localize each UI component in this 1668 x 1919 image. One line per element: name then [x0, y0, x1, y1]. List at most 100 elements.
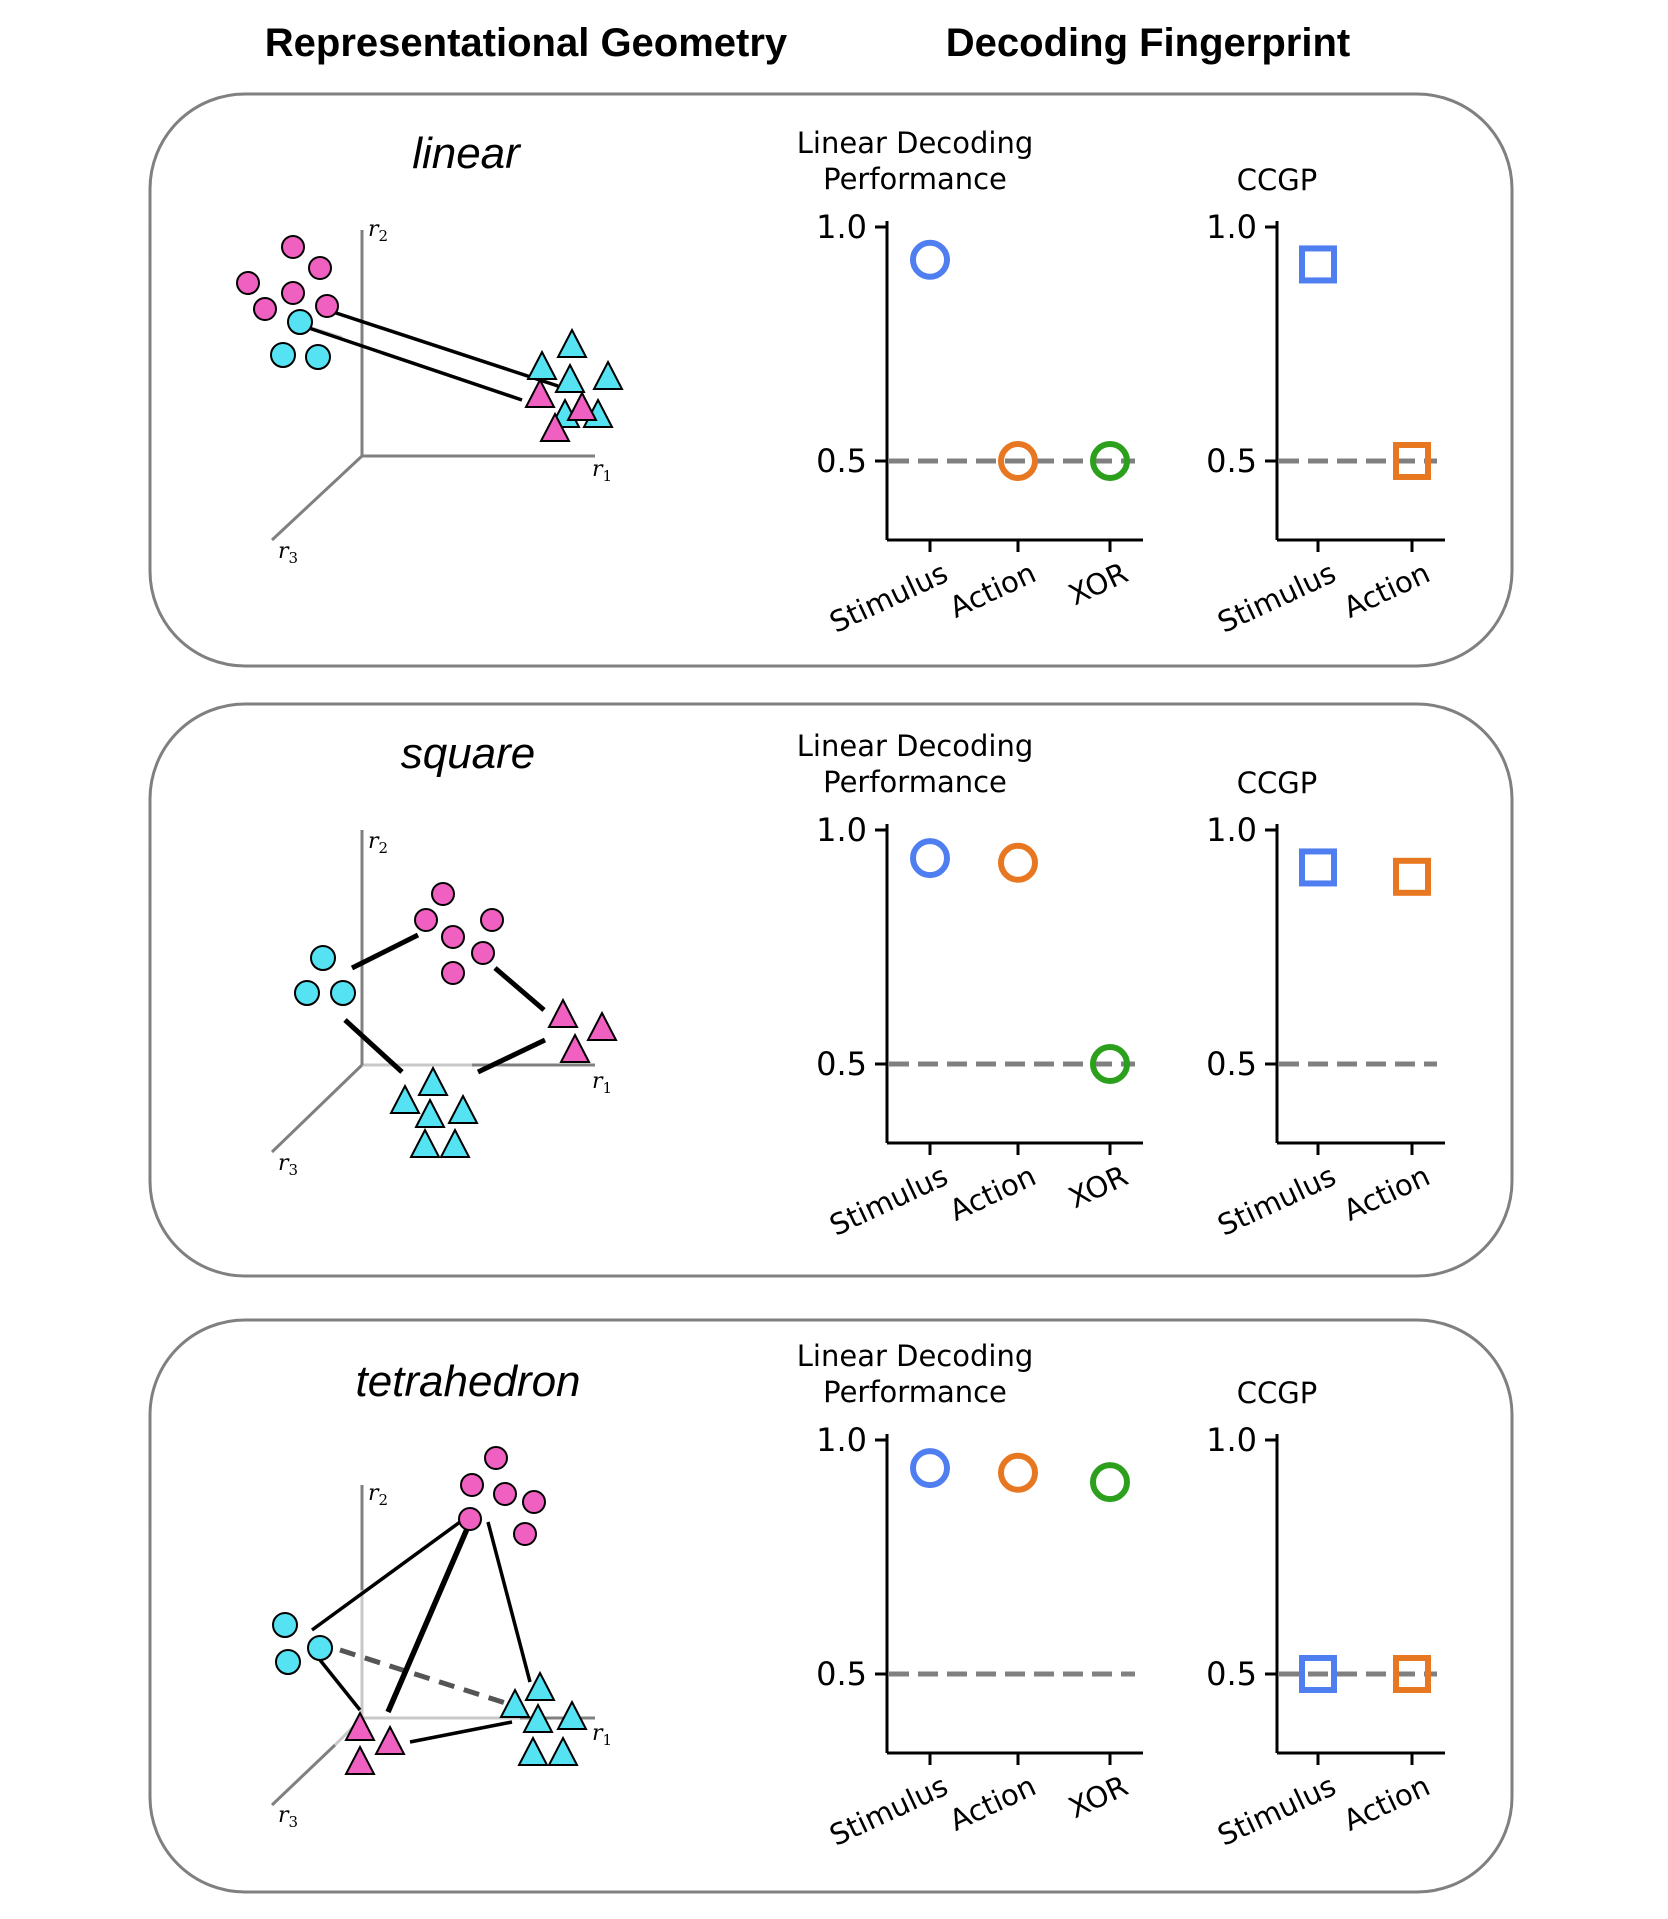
header-representational-geometry: Representational Geometry	[265, 21, 788, 65]
r3-axis	[270, 454, 364, 542]
x-tick-label-action: Action	[1338, 556, 1435, 625]
x-tick-label-stimulus: Stimulus	[824, 1159, 953, 1243]
marker-xor	[1090, 1462, 1130, 1503]
connector-line	[350, 932, 420, 971]
marker-stimulus	[910, 239, 950, 280]
cyan-triangle	[524, 1670, 556, 1701]
y-tick-label: 1.0	[1206, 1421, 1257, 1459]
x-tick-label-action: Action	[944, 1769, 1041, 1838]
r1-axis-label: r1	[592, 1721, 612, 1749]
connector-line	[310, 1520, 462, 1632]
magenta-circle-cluster	[458, 1446, 546, 1546]
marker-action	[998, 441, 1038, 481]
magenta-circle	[480, 908, 504, 932]
cyan-triangle	[417, 1065, 449, 1096]
magenta-triangle	[344, 1710, 376, 1741]
magenta-triangle	[547, 997, 579, 1028]
magenta-circle-cluster	[236, 235, 339, 321]
x-tick-label-action: Action	[1338, 1159, 1435, 1228]
marker-action	[998, 1452, 1038, 1493]
header-decoding-fingerprint: Decoding Fingerprint	[946, 21, 1350, 65]
magenta-circle	[281, 281, 305, 305]
cyan-circle	[270, 342, 296, 368]
magenta-triangle-cluster	[524, 377, 598, 442]
y-tick-label: 1.0	[816, 208, 867, 246]
x-tick-label-stimulus: Stimulus	[1212, 1769, 1341, 1853]
r3-axis-label: r3	[278, 539, 298, 567]
magenta-circle	[493, 1482, 517, 1506]
magenta-triangle-cluster	[547, 997, 618, 1063]
connector-line	[493, 966, 546, 1012]
marker-action	[1393, 442, 1431, 480]
connector-line	[409, 1720, 513, 1744]
connector-line	[486, 1521, 532, 1683]
marker-action	[998, 842, 1038, 883]
cyan-circle	[305, 344, 331, 370]
magenta-circle	[484, 1446, 508, 1470]
cyan-triangle	[526, 349, 558, 380]
magenta-circle	[308, 256, 332, 280]
marker-xor	[1090, 441, 1130, 481]
r1-axis-label: r1	[592, 1069, 612, 1097]
chart-title: Linear Decoding	[797, 1339, 1033, 1373]
panel-title-tetrahedron: tetrahedron	[355, 1357, 580, 1406]
r2-axis-label: r2	[368, 1481, 388, 1509]
marker-stimulus	[1299, 848, 1337, 887]
r3-axis	[270, 1063, 364, 1154]
chart-title: Performance	[823, 1375, 1007, 1409]
connector-line	[385, 1520, 473, 1714]
x-tick-label-stimulus: Stimulus	[824, 1769, 953, 1853]
magenta-circle	[431, 882, 455, 906]
x-tick-label-action: Action	[944, 1159, 1041, 1228]
magenta-triangle	[539, 411, 571, 442]
cyan-triangle	[554, 362, 586, 393]
x-tick-label-action: Action	[1338, 1769, 1435, 1838]
magenta-triangle	[374, 1724, 406, 1755]
panel-frame-square	[148, 702, 1514, 1278]
cyan-circle	[275, 1649, 301, 1675]
marker-xor	[1090, 1044, 1130, 1084]
cyan-triangle	[556, 1699, 588, 1730]
magenta-triangle	[566, 390, 598, 421]
cyan-triangle	[409, 1127, 441, 1158]
magenta-circle	[522, 1490, 546, 1514]
geometry-linear: r1 r2 r3	[236, 217, 624, 567]
magenta-circle	[458, 1507, 482, 1531]
cyan-circle	[294, 980, 320, 1006]
x-tick-label-xor: XOR	[1063, 556, 1133, 613]
cyan-triangle	[517, 1735, 549, 1766]
marker-stimulus	[910, 838, 950, 879]
magenta-triangle	[524, 377, 556, 408]
y-tick-label: 0.5	[1206, 442, 1257, 480]
magenta-circle	[315, 294, 339, 318]
r3-axis	[270, 1743, 337, 1807]
connector-line	[318, 1658, 362, 1712]
cyan-triangle	[414, 1097, 446, 1128]
r3-axis-label: r3	[278, 1151, 298, 1179]
chart-title: CCGP	[1237, 163, 1317, 197]
cyan-circle	[287, 309, 313, 335]
chart-title: CCGP	[1237, 766, 1317, 800]
magenta-circle	[441, 925, 465, 949]
r3-axis-label: r3	[278, 1803, 298, 1831]
cyan-triangle-cluster	[499, 1670, 588, 1766]
cyan-circle	[310, 945, 336, 971]
magenta-triangle	[586, 1010, 618, 1041]
magenta-circle	[253, 297, 277, 321]
cyan-circle	[272, 1612, 298, 1638]
chart-title: Linear Decoding	[797, 729, 1033, 763]
panel-title-square: square	[401, 729, 536, 778]
magenta-circle	[471, 941, 495, 965]
magenta-circle	[460, 1473, 484, 1497]
x-tick-label-xor: XOR	[1063, 1159, 1133, 1216]
marker-stimulus	[1299, 1655, 1337, 1693]
magenta-circle	[236, 271, 260, 295]
cyan-circle-cluster	[272, 1612, 333, 1675]
marker-action	[1393, 857, 1431, 896]
